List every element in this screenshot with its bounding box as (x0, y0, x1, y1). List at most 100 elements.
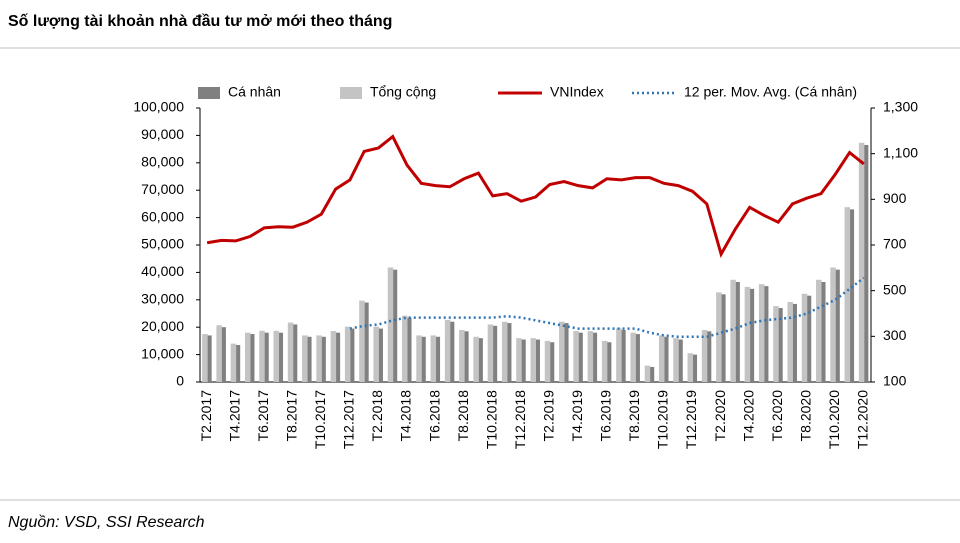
legend-swatch (340, 87, 362, 99)
bar (344, 326, 351, 382)
bar (520, 339, 526, 382)
bar (516, 338, 522, 382)
bar (548, 342, 555, 382)
x-tick-label: T4.2019 (569, 390, 585, 442)
x-tick-label: T10.2018 (483, 390, 499, 449)
x-tick-label: T12.2017 (341, 390, 357, 449)
bar (420, 336, 426, 382)
bar (202, 334, 208, 382)
x-tick-label: T2.2019 (540, 390, 556, 442)
bar (844, 207, 851, 382)
bar (734, 281, 740, 382)
x-tick-label: T10.2020 (826, 390, 842, 449)
bar (291, 324, 298, 382)
bar (434, 336, 441, 382)
bar (244, 332, 251, 382)
bar (820, 281, 826, 382)
bar (563, 323, 569, 382)
bar (487, 324, 494, 382)
bar (720, 294, 726, 382)
bar (287, 322, 294, 382)
y-tick-label: 70,000 (141, 181, 184, 197)
bar (316, 335, 322, 382)
y-tick-label: 60,000 (141, 208, 184, 224)
bar (687, 353, 694, 382)
x-tick-label: T4.2017 (226, 390, 242, 442)
y-tick-label: 80,000 (141, 154, 184, 170)
y2-tick-label: 1,100 (883, 144, 918, 160)
x-tick-label: T6.2019 (598, 390, 614, 442)
bar (730, 279, 736, 382)
x-tick-label: T8.2019 (626, 390, 642, 442)
bar (762, 286, 769, 382)
y2-tick-label: 300 (883, 327, 907, 343)
bar (648, 366, 655, 382)
legend-label: Cá nhân (228, 84, 281, 100)
y-tick-label: 40,000 (141, 263, 184, 279)
bar (816, 279, 822, 382)
y-tick-label: 0 (176, 373, 184, 389)
y-tick-label: 20,000 (141, 318, 184, 334)
legend-label: VNIndex (550, 84, 604, 100)
bar (334, 332, 341, 382)
bar (530, 338, 536, 382)
chart-title: Số lượng tài khoản nhà đầu tư mở mới the… (8, 13, 392, 30)
bar (662, 336, 669, 382)
y-tick-label: 30,000 (141, 291, 184, 307)
x-tick-label: T2.2017 (198, 390, 214, 442)
y2-tick-label: 1,300 (883, 99, 918, 115)
x-tick-label: T6.2018 (426, 390, 442, 442)
bar (744, 286, 751, 382)
bar (544, 340, 551, 382)
bar (463, 331, 469, 382)
bar (787, 301, 793, 382)
line (206, 134, 865, 258)
bar (616, 328, 622, 382)
legend-label: Tổng cộng (370, 84, 436, 100)
x-tick-label: T2.2018 (369, 390, 385, 442)
y-tick-label: 90,000 (141, 126, 184, 142)
bar (534, 339, 540, 382)
x-tick-label: T4.2018 (398, 390, 414, 442)
bar (834, 269, 840, 382)
y2-tick-label: 700 (883, 236, 907, 252)
x-tick-label: T12.2018 (512, 390, 528, 449)
bar (573, 331, 579, 382)
x-tick-label: T6.2020 (769, 390, 785, 442)
bar (858, 142, 865, 382)
x-tick-label: T8.2017 (284, 390, 300, 442)
bar (758, 284, 765, 382)
bar (373, 326, 379, 382)
source: Nguồn: VSD, SSI Research (8, 514, 205, 531)
bar (273, 330, 280, 382)
bar (234, 345, 241, 382)
y2-tick-label: 100 (883, 373, 907, 389)
bar (459, 329, 465, 382)
bar (505, 323, 512, 382)
x-tick-label: T12.2020 (855, 390, 871, 449)
bar (848, 209, 855, 382)
bar (673, 338, 679, 382)
bar (491, 325, 498, 382)
bar (320, 336, 326, 382)
bar (559, 321, 565, 382)
bar (577, 332, 583, 382)
bar (791, 303, 797, 382)
bar (302, 335, 308, 382)
bar (862, 144, 869, 382)
bar (402, 315, 408, 382)
x-tick-label: T10.2017 (312, 390, 328, 449)
bar (259, 330, 265, 382)
bar (416, 335, 422, 382)
x-tick-label: T8.2018 (455, 390, 471, 442)
bar (805, 295, 812, 382)
bar (248, 334, 255, 382)
x-tick-label: T8.2020 (797, 390, 813, 442)
bar (216, 325, 222, 382)
bar (206, 335, 212, 382)
bar (591, 332, 598, 382)
bar (801, 293, 808, 382)
bar (263, 332, 269, 382)
x-tick-label: T6.2017 (255, 390, 271, 442)
